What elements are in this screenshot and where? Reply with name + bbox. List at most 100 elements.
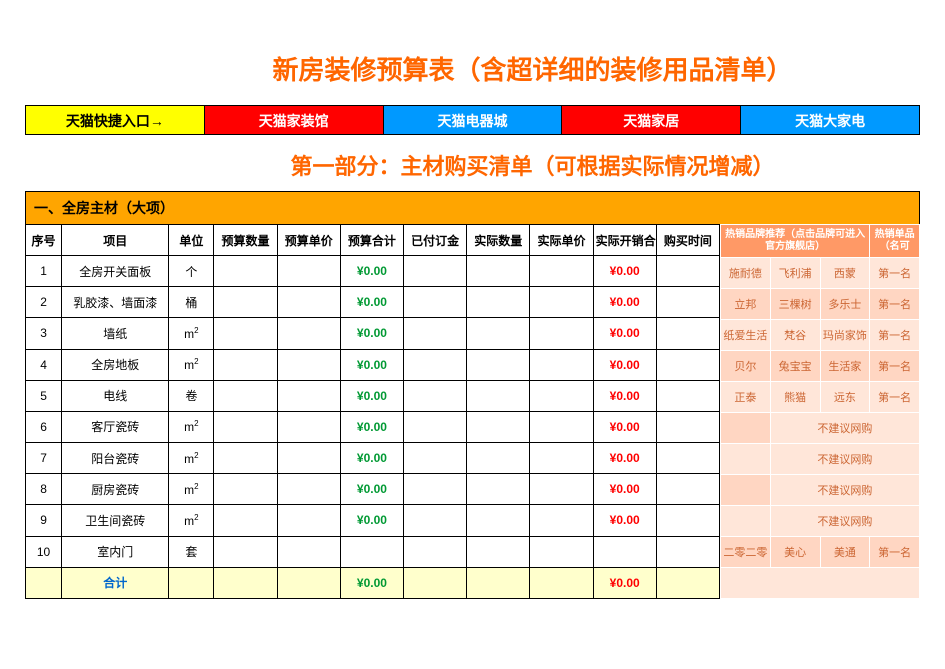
cell-bprc[interactable] — [277, 411, 340, 442]
cell-bqty[interactable] — [214, 318, 277, 349]
cell-bprc[interactable] — [277, 536, 340, 567]
cell-aprc[interactable] — [530, 443, 593, 474]
cell-bqty[interactable] — [214, 536, 277, 567]
cell-dep[interactable] — [404, 411, 467, 442]
cell-buy[interactable] — [656, 443, 719, 474]
rec-row: 不建议网购 — [721, 444, 920, 475]
cell-bprc[interactable] — [277, 349, 340, 380]
cell-bprc[interactable] — [277, 318, 340, 349]
nav-dianqi[interactable]: 天猫电器城 — [384, 106, 563, 134]
rec-brand[interactable]: 飞利浦 — [770, 258, 820, 289]
cell-bsum: ¥0.00 — [340, 318, 403, 349]
cell-aqty[interactable] — [467, 380, 530, 411]
rec-row: 不建议网购 — [721, 506, 920, 537]
rec-rank[interactable]: 第一名 — [870, 289, 920, 320]
cell-bprc[interactable] — [277, 256, 340, 287]
cell-aqty[interactable] — [467, 474, 530, 505]
cell-aprc[interactable] — [530, 318, 593, 349]
cell-aprc[interactable] — [530, 411, 593, 442]
rec-brand[interactable]: 美通 — [820, 537, 870, 568]
cell-aqty[interactable] — [467, 536, 530, 567]
rec-rank[interactable]: 第一名 — [870, 537, 920, 568]
cell-bqty[interactable] — [214, 380, 277, 411]
cell-bqty[interactable] — [214, 505, 277, 536]
cell-dep[interactable] — [404, 380, 467, 411]
cell-unit: m2 — [169, 505, 214, 536]
cell-aqty[interactable] — [467, 256, 530, 287]
cell-aprc[interactable] — [530, 256, 593, 287]
cell-buy[interactable] — [656, 505, 719, 536]
cell-bsum: ¥0.00 — [340, 287, 403, 318]
cell-aprc[interactable] — [530, 349, 593, 380]
cell-dep[interactable] — [404, 256, 467, 287]
rec-brand[interactable]: 兔宝宝 — [770, 351, 820, 382]
rec-brand[interactable]: 三棵树 — [770, 289, 820, 320]
cell-bsum: ¥0.00 — [340, 474, 403, 505]
rec-brand[interactable]: 二零二零 — [721, 537, 771, 568]
rec-brand[interactable]: 纸爱生活 — [721, 320, 771, 351]
cell-aqty[interactable] — [467, 411, 530, 442]
cell-buy[interactable] — [656, 349, 719, 380]
cell-aqty[interactable] — [467, 318, 530, 349]
cell-bsum: ¥0.00 — [340, 411, 403, 442]
cell-buy[interactable] — [656, 380, 719, 411]
cell-dep[interactable] — [404, 287, 467, 318]
cell-dep[interactable] — [404, 474, 467, 505]
table-row: 8厨房瓷砖m2¥0.00¥0.00 — [26, 474, 720, 505]
rec-brand[interactable]: 施耐德 — [721, 258, 771, 289]
cell-bqty[interactable] — [214, 287, 277, 318]
nav-jiazhuang[interactable]: 天猫家装馆 — [205, 106, 384, 134]
cell-aprc[interactable] — [530, 474, 593, 505]
cell-aprc[interactable] — [530, 505, 593, 536]
cell-buy[interactable] — [656, 318, 719, 349]
rec-brand[interactable]: 玛尚家饰 — [820, 320, 870, 351]
cell-buy[interactable] — [656, 536, 719, 567]
cell-aqty[interactable] — [467, 287, 530, 318]
cell-bqty[interactable] — [214, 411, 277, 442]
cell-bqty[interactable] — [214, 474, 277, 505]
cell-bprc[interactable] — [277, 443, 340, 474]
rec-brand[interactable]: 美心 — [770, 537, 820, 568]
rec-brand[interactable]: 正泰 — [721, 382, 771, 413]
rec-rank[interactable]: 第一名 — [870, 351, 920, 382]
cell-aprc[interactable] — [530, 380, 593, 411]
rec-rank[interactable]: 第一名 — [870, 382, 920, 413]
cell-bqty[interactable] — [214, 443, 277, 474]
cell-aqty[interactable] — [467, 349, 530, 380]
cell-dep[interactable] — [404, 505, 467, 536]
nav-jiaju[interactable]: 天猫家居 — [562, 106, 741, 134]
rec-rank[interactable]: 第一名 — [870, 258, 920, 289]
cell-bqty[interactable] — [214, 349, 277, 380]
cell-buy[interactable] — [656, 287, 719, 318]
rec-brand[interactable]: 贝尔 — [721, 351, 771, 382]
rec-brand[interactable]: 熊猫 — [770, 382, 820, 413]
rec-brand[interactable]: 立邦 — [721, 289, 771, 320]
cell-asum: ¥0.00 — [593, 505, 656, 536]
cell-dep[interactable] — [404, 318, 467, 349]
cell-buy[interactable] — [656, 256, 719, 287]
cell-aqty[interactable] — [467, 443, 530, 474]
nav-dajiadian[interactable]: 天猫大家电 — [741, 106, 919, 134]
rec-brand[interactable]: 生活家 — [820, 351, 870, 382]
rec-brand[interactable]: 西蒙 — [820, 258, 870, 289]
cell-bprc[interactable] — [277, 474, 340, 505]
cell-aqty[interactable] — [467, 505, 530, 536]
cell-aprc[interactable] — [530, 287, 593, 318]
cell-dep[interactable] — [404, 536, 467, 567]
cell-buy[interactable] — [656, 474, 719, 505]
cell-dep[interactable] — [404, 349, 467, 380]
cell-bqty[interactable] — [214, 256, 277, 287]
rec-brand[interactable]: 远东 — [820, 382, 870, 413]
cell-bprc[interactable] — [277, 380, 340, 411]
cell-buy[interactable] — [656, 411, 719, 442]
rec-no: 不建议网购 — [770, 413, 919, 444]
rec-brand[interactable]: 多乐士 — [820, 289, 870, 320]
rec-rank[interactable]: 第一名 — [870, 320, 920, 351]
rec-brand[interactable]: 梵谷 — [770, 320, 820, 351]
cell-bprc[interactable] — [277, 287, 340, 318]
cell-dep[interactable] — [404, 443, 467, 474]
table-wrap: 序号 项目 单位 预算数量 预算单价 预算合计 已付订金 实际数量 实际单价 实… — [25, 224, 920, 599]
cell-aprc[interactable] — [530, 536, 593, 567]
cell-seq: 3 — [26, 318, 62, 349]
cell-bprc[interactable] — [277, 505, 340, 536]
